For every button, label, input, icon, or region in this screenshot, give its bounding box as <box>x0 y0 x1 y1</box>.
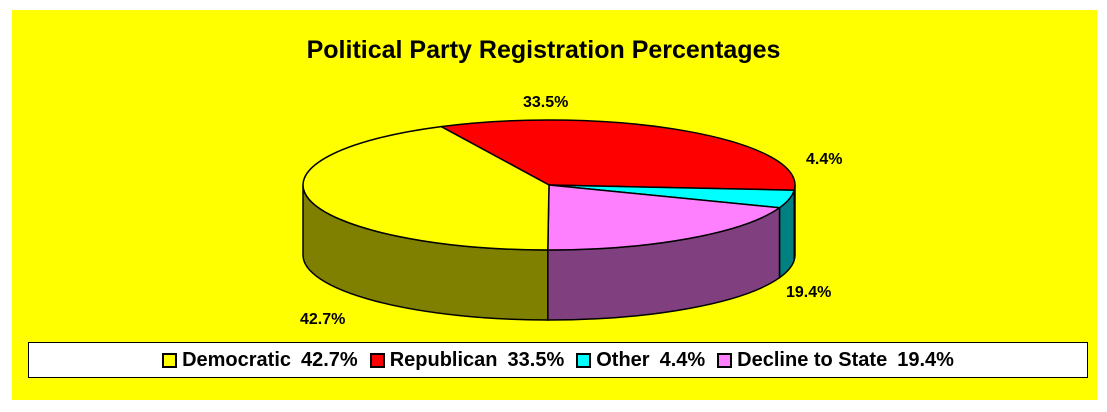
legend-swatch-democratic <box>162 352 178 368</box>
legend-swatch-other <box>576 352 592 368</box>
legend-swatch-republican <box>369 352 385 368</box>
chart-legend: Democratic 42.7% Republican 33.5% Other … <box>28 342 1088 378</box>
legend-label-republican: Republican <box>389 348 498 371</box>
legend-item-democratic: Democratic 42.7% <box>162 349 358 372</box>
data-label-democratic: 42.7% <box>300 311 346 328</box>
pie-slice-democratic <box>302 125 550 251</box>
legend-item-republican: Republican 33.5% <box>369 348 565 372</box>
legend-item-decline: Decline to State 19.4% <box>717 349 954 372</box>
data-label-republican: 33.5% <box>523 94 569 111</box>
data-label-decline: 19.4% <box>786 284 832 301</box>
legend-label-other: Other <box>596 348 650 371</box>
legend-item-other: Other 4.4% <box>576 349 705 372</box>
legend-label-democratic: Democratic <box>182 348 291 371</box>
legend-value-decline: 19.4% <box>897 348 954 371</box>
legend-value-republican: 33.5% <box>507 348 565 371</box>
chart-title: Political Party Registration Percentages <box>306 36 781 64</box>
legend-label-decline: Decline to State <box>737 348 888 371</box>
legend-value-other: 4.4% <box>659 348 706 371</box>
data-label-other: 4.4% <box>806 151 843 168</box>
pie-slice-republican <box>440 119 796 191</box>
legend-swatch-decline <box>717 352 733 368</box>
pie-slice-decline <box>547 184 781 251</box>
legend-value-democratic: 42.7% <box>301 348 358 371</box>
